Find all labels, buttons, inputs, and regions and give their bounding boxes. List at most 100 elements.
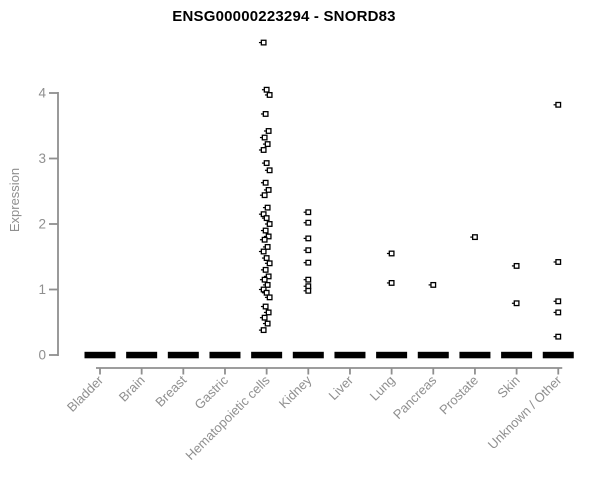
data-point	[259, 314, 268, 321]
y-tick-label: 0	[38, 348, 46, 363]
x-tick-label: Bladder	[64, 372, 107, 415]
y-tick-label: 2	[38, 217, 46, 232]
data-point-square	[260, 286, 267, 293]
data-point	[303, 219, 312, 226]
data-point-square	[305, 283, 312, 290]
data-point-square	[265, 186, 272, 193]
zero-cluster-bar	[417, 351, 449, 359]
data-point-square	[305, 247, 312, 254]
data-point	[259, 134, 268, 141]
data-point	[303, 209, 312, 216]
data-point	[553, 333, 562, 340]
y-tick-label: 1	[38, 282, 46, 297]
data-point	[264, 221, 273, 227]
data-point-square	[305, 219, 312, 226]
chart-title: ENSG00000223294 - SNORD83	[172, 8, 396, 25]
data-point-square	[264, 281, 271, 288]
data-point	[263, 186, 272, 193]
data-point	[258, 286, 267, 293]
data-point	[263, 273, 272, 280]
data-point	[553, 101, 562, 108]
data-point-square	[265, 233, 272, 240]
data-point	[262, 141, 271, 148]
x-tick-label: Lung	[367, 373, 398, 404]
data-point-square	[262, 179, 269, 186]
data-point	[264, 167, 273, 174]
data-point	[258, 248, 267, 255]
x-tick-label: Liver	[326, 372, 357, 403]
data-point	[262, 243, 271, 250]
data-point	[260, 303, 269, 310]
zero-cluster-bar	[167, 351, 199, 359]
data-point-square	[305, 209, 312, 216]
data-point-square	[430, 281, 437, 288]
x-tick-label: Breast	[152, 372, 189, 409]
data-point	[553, 298, 562, 305]
data-point-square	[263, 289, 270, 296]
data-point	[259, 276, 268, 283]
data-point-square	[305, 287, 312, 294]
data-point-square	[388, 279, 395, 286]
zero-cluster-bar	[251, 351, 283, 359]
data-point-square	[265, 273, 272, 280]
x-tick-label: Prostate	[436, 373, 481, 418]
data-point-square	[305, 259, 312, 266]
data-point-square	[266, 221, 273, 227]
data-point-square	[260, 248, 267, 255]
y-tick-label: 4	[38, 86, 46, 101]
data-point-square	[260, 327, 267, 334]
data-point	[258, 327, 267, 334]
data-point	[262, 281, 271, 288]
data-point	[260, 179, 269, 186]
data-point-square	[265, 128, 272, 134]
data-point-square	[264, 243, 271, 250]
x-tick-label: Unknown / Other	[485, 372, 565, 452]
data-point	[303, 287, 312, 294]
data-point-square	[388, 250, 395, 257]
data-point	[303, 276, 312, 283]
data-point-square	[264, 204, 271, 211]
data-point-square	[266, 294, 273, 301]
data-point	[259, 236, 268, 243]
data-point-square	[264, 320, 271, 327]
zero-cluster-bar	[376, 351, 408, 359]
zero-cluster-bar	[84, 351, 116, 359]
data-point-square	[265, 309, 272, 316]
data-point-square	[263, 160, 270, 167]
data-point-square	[261, 236, 268, 243]
data-point	[263, 128, 272, 134]
data-point-square	[261, 192, 268, 199]
data-point	[511, 262, 520, 269]
data-point	[386, 279, 395, 286]
data-point-square	[262, 303, 269, 310]
data-point-square	[262, 266, 269, 273]
data-point-square	[266, 92, 273, 98]
zero-cluster-bar	[126, 351, 158, 359]
data-point-square	[555, 259, 562, 265]
data-point	[263, 233, 272, 240]
data-point-square	[262, 227, 269, 234]
data-point-square	[555, 333, 562, 340]
data-point-square	[305, 276, 312, 283]
data-point-square	[266, 167, 273, 174]
data-point	[386, 250, 395, 257]
data-point	[262, 320, 271, 327]
data-point	[260, 266, 269, 273]
data-point	[261, 289, 270, 296]
data-point-square	[260, 39, 267, 46]
data-point	[260, 227, 269, 234]
data-point-square	[263, 86, 270, 93]
data-point-square	[471, 234, 478, 241]
data-point-square	[513, 262, 520, 269]
zero-cluster-bar	[459, 351, 491, 359]
data-point	[258, 147, 267, 153]
x-tick-label: Gastric	[191, 372, 231, 412]
data-point-square	[260, 147, 267, 153]
data-point	[553, 259, 562, 265]
data-point-square	[260, 211, 267, 218]
data-point-square	[261, 314, 268, 321]
y-tick-label: 3	[38, 151, 46, 166]
data-point	[428, 281, 437, 288]
x-tick-label: Skin	[494, 373, 522, 401]
